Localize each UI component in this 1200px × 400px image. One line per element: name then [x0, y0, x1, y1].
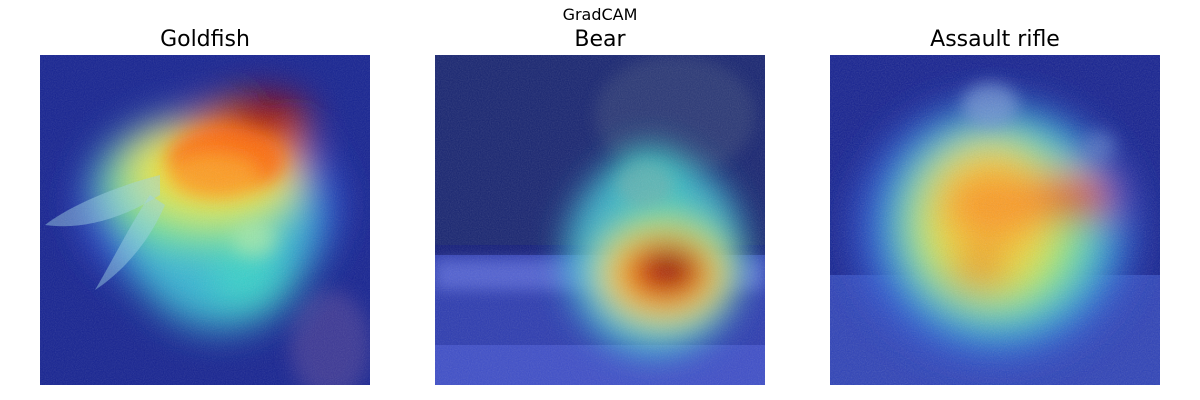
- gradcam-image-goldfish: [40, 55, 370, 385]
- gradcam-image-assault-rifle: [830, 55, 1160, 385]
- panel-title-assault-rifle: Assault rifle: [930, 27, 1060, 52]
- panel-title-goldfish: Goldfish: [160, 27, 250, 52]
- figure-suptitle: GradCAM: [562, 5, 638, 24]
- gradcam-image-bear: [435, 55, 765, 385]
- gradcam-overlay-goldfish: [40, 55, 370, 385]
- panel-title-bear: Bear: [574, 27, 626, 52]
- gradcam-overlay-bear: [435, 55, 765, 385]
- gradcam-overlay-assault-rifle: [830, 55, 1160, 385]
